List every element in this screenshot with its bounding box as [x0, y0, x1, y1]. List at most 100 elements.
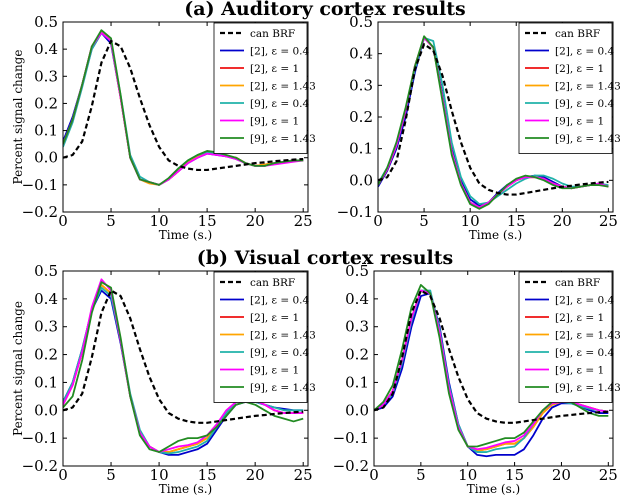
chart-auditory-left-legend-label-0: can BRF: [250, 28, 295, 40]
chart-visual-right-ytick-label-0: −0.2: [333, 457, 369, 475]
chart-auditory-left-xtick-label-3: 15: [198, 212, 217, 230]
chart-visual-left-legend-box: [213, 271, 308, 403]
chart-visual-left-legend-label-3: [2], ε = 1.43: [250, 330, 316, 342]
chart-auditory-right-xtick-label-0: 0: [373, 212, 383, 230]
chart-visual-left-xtick-label-2: 10: [150, 466, 169, 484]
chart-auditory-right-legend-label-2: [2], ε = 1: [555, 63, 604, 75]
chart-visual-left-ylabel: Percent signal change: [11, 301, 25, 436]
chart-auditory-right-xtick-label-2: 10: [461, 212, 480, 230]
chart-auditory-right-legend-label-3: [2], ε = 1.43: [555, 81, 621, 93]
chart-visual-right-ytick-label-3: 0.1: [345, 373, 369, 391]
chart-auditory-right-series: [378, 35, 609, 210]
chart-visual-right-xtick-label-3: 15: [505, 466, 524, 484]
chart-visual-left-ytick-label-4: 0.2: [34, 346, 58, 364]
chart-visual-left-line-5: [63, 278, 304, 453]
chart-auditory-right-legend-label-6: [9], ε = 1.43: [555, 133, 621, 145]
chart-visual-left-xtick-label-4: 20: [246, 466, 265, 484]
chart-auditory-left-ytick-label-5: 0.3: [34, 67, 58, 85]
chart-visual-right-legend-label-2: [2], ε = 1: [555, 312, 604, 324]
chart-visual-left-ytick-label-5: 0.3: [34, 318, 58, 336]
chart-auditory-left-legend-label-4: [9], ε = 0.4: [250, 98, 309, 110]
chart-auditory-left-ylabel: Percent signal change: [11, 50, 25, 185]
chart-visual-left-frame: [62, 270, 309, 467]
chart-auditory-left-ytick-label-7: 0.5: [34, 13, 58, 31]
chart-visual-right-legend-label-4: [9], ε = 0.4: [555, 347, 614, 359]
chart-auditory-right-xtick-label-5: 25: [599, 212, 618, 230]
chart-visual-right-legend: can BRF [2], ε = 0.4 [2], ε = 1 [2], ε = 1.…: [518, 271, 621, 403]
chart-visual-left-legend-label-1: [2], ε = 0.4: [250, 295, 309, 307]
chart-auditory-left-frame: [62, 21, 309, 213]
chart-visual-right-legend-label-3: [2], ε = 1.43: [555, 330, 621, 342]
chart-auditory-right-xtick-label-1: 5: [419, 212, 429, 230]
section-title-auditory: (a) Auditory cortex results: [184, 0, 465, 20]
chart-auditory-right-xlabel: Time (s.): [469, 228, 522, 242]
chart-visual-left-legend-label-5: [9], ε = 1: [250, 365, 299, 377]
chart-visual-left: 0 5 10 15 20 25 −0.2 −0.1 0.0 0.1 0.2 0.3 0.4 0.5 Time…: [11, 262, 316, 496]
chart-visual-right-ytick-label-5: 0.3: [345, 318, 369, 336]
chart-visual-left-xtick-label-3: 15: [198, 466, 217, 484]
chart-auditory-left-ytick-label-3: 0.1: [34, 122, 58, 140]
chart-visual-right-xlabel: Time (s.): [467, 482, 520, 496]
chart-auditory-right-line-6: [378, 35, 609, 210]
chart-visual-right-ytick-label-4: 0.2: [345, 346, 369, 364]
chart-auditory-right-legend-box: [518, 22, 613, 154]
chart-auditory-left-line-6: [63, 29, 304, 186]
chart-auditory-right-legend-label-1: [2], ε = 0.4: [555, 46, 614, 58]
chart-visual-left-ytick-label-7: 0.5: [34, 262, 58, 280]
chart-visual-right: 0 5 10 15 20 25 −0.2 −0.1 0.0 0.1 0.2 0.3 0.4 0.5 Time…: [333, 262, 621, 496]
chart-auditory-right-ytick-label-0: −0.1: [337, 203, 373, 221]
chart-visual-left-series: [63, 278, 304, 456]
chart-auditory-right: 0 5 10 15 20 25 −0.1 0.0 0.1 0.2 0.3 0.4 0.5 Time (s.…: [337, 13, 621, 242]
chart-auditory-right-legend-label-0: can BRF: [555, 28, 600, 40]
chart-auditory-left-ytick-label-2: 0.0: [34, 149, 58, 167]
chart-auditory-left-ytick-label-4: 0.2: [34, 94, 58, 112]
chart-auditory-left-xtick-label-5: 25: [294, 212, 313, 230]
chart-visual-right-xtick-label-1: 5: [416, 466, 426, 484]
chart-auditory-right-ytick-label-3: 0.2: [349, 108, 373, 126]
chart-visual-left-legend-label-0: can BRF: [250, 277, 295, 289]
chart-visual-left-ytick-label-1: −0.1: [22, 429, 58, 447]
chart-visual-right-legend-label-6: [9], ε = 1.43: [555, 382, 621, 394]
chart-auditory-right-legend-label-4: [9], ε = 0.4: [555, 98, 614, 110]
chart-auditory-left-xlabel: Time (s.): [159, 228, 212, 242]
chart-auditory-left-legend-label-3: [2], ε = 1.43: [250, 81, 316, 93]
chart-visual-left-legend-label-2: [2], ε = 1: [250, 312, 299, 324]
chart-auditory-right-line-0: [378, 43, 609, 196]
chart-visual-right-legend-label-1: [2], ε = 0.4: [555, 295, 614, 307]
chart-visual-right-legend-label-5: [9], ε = 1: [555, 365, 604, 377]
chart-auditory-right-ytick-label-1: 0.0: [349, 171, 373, 189]
chart-auditory-right-xtick-label-4: 20: [553, 212, 572, 230]
chart-visual-left-legend: can BRF [2], ε = 0.4 [2], ε = 1 [2], ε = 1.…: [213, 271, 316, 403]
chart-auditory-right-ytick-label-5: 0.4: [349, 45, 373, 63]
chart-visual-left-xlabel: Time (s.): [159, 482, 212, 496]
chart-visual-right-legend-label-0: can BRF: [555, 277, 600, 289]
chart-visual-right-ytick-label-7: 0.5: [345, 262, 369, 280]
chart-auditory-left-legend-label-5: [9], ε = 1: [250, 116, 299, 128]
chart-visual-left-line-6: [63, 281, 304, 453]
chart-visual-right-xtick-label-4: 20: [552, 466, 571, 484]
chart-visual-right-frame: [373, 270, 614, 467]
chart-visual-left-xtick-label-0: 0: [58, 466, 68, 484]
section-title-visual: (b) Visual cortex results: [197, 247, 454, 269]
chart-auditory-left-xtick-label-4: 20: [246, 212, 265, 230]
chart-auditory-left-legend-label-2: [2], ε = 1: [250, 63, 299, 75]
chart-visual-left-xtick-label-1: 5: [106, 466, 116, 484]
chart-visual-right-xtick-label-2: 10: [458, 466, 477, 484]
chart-visual-left-legend-label-6: [9], ε = 1.43: [250, 382, 316, 394]
chart-visual-left-line-0: [63, 289, 304, 424]
chart-auditory-right-legend: can BRF [2], ε = 0.4 [2], ε = 1 [2], ε = 1.…: [518, 22, 621, 154]
chart-visual-left-ytick-label-0: −0.2: [22, 457, 58, 475]
chart-auditory-left-ytick-label-1: −0.1: [22, 176, 58, 194]
chart-auditory-right-ytick-label-4: 0.3: [349, 76, 373, 94]
chart-visual-left-xtick-label-5: 25: [294, 466, 313, 484]
chart-auditory-right-ytick-label-2: 0.1: [349, 140, 373, 158]
chart-auditory-left-xtick-label-1: 5: [106, 212, 116, 230]
chart-auditory-left-ytick-label-6: 0.4: [34, 40, 58, 58]
chart-visual-right-ytick-label-6: 0.4: [345, 290, 369, 308]
chart-visual-left-legend-label-4: [9], ε = 0.4: [250, 347, 309, 359]
chart-auditory-right-ytick-label-6: 0.5: [349, 13, 373, 31]
chart-auditory-left-legend-label-6: [9], ε = 1.43: [250, 133, 316, 145]
chart-auditory-left-legend-box: [213, 22, 308, 154]
chart-visual-left-ytick-label-2: 0.0: [34, 401, 58, 419]
